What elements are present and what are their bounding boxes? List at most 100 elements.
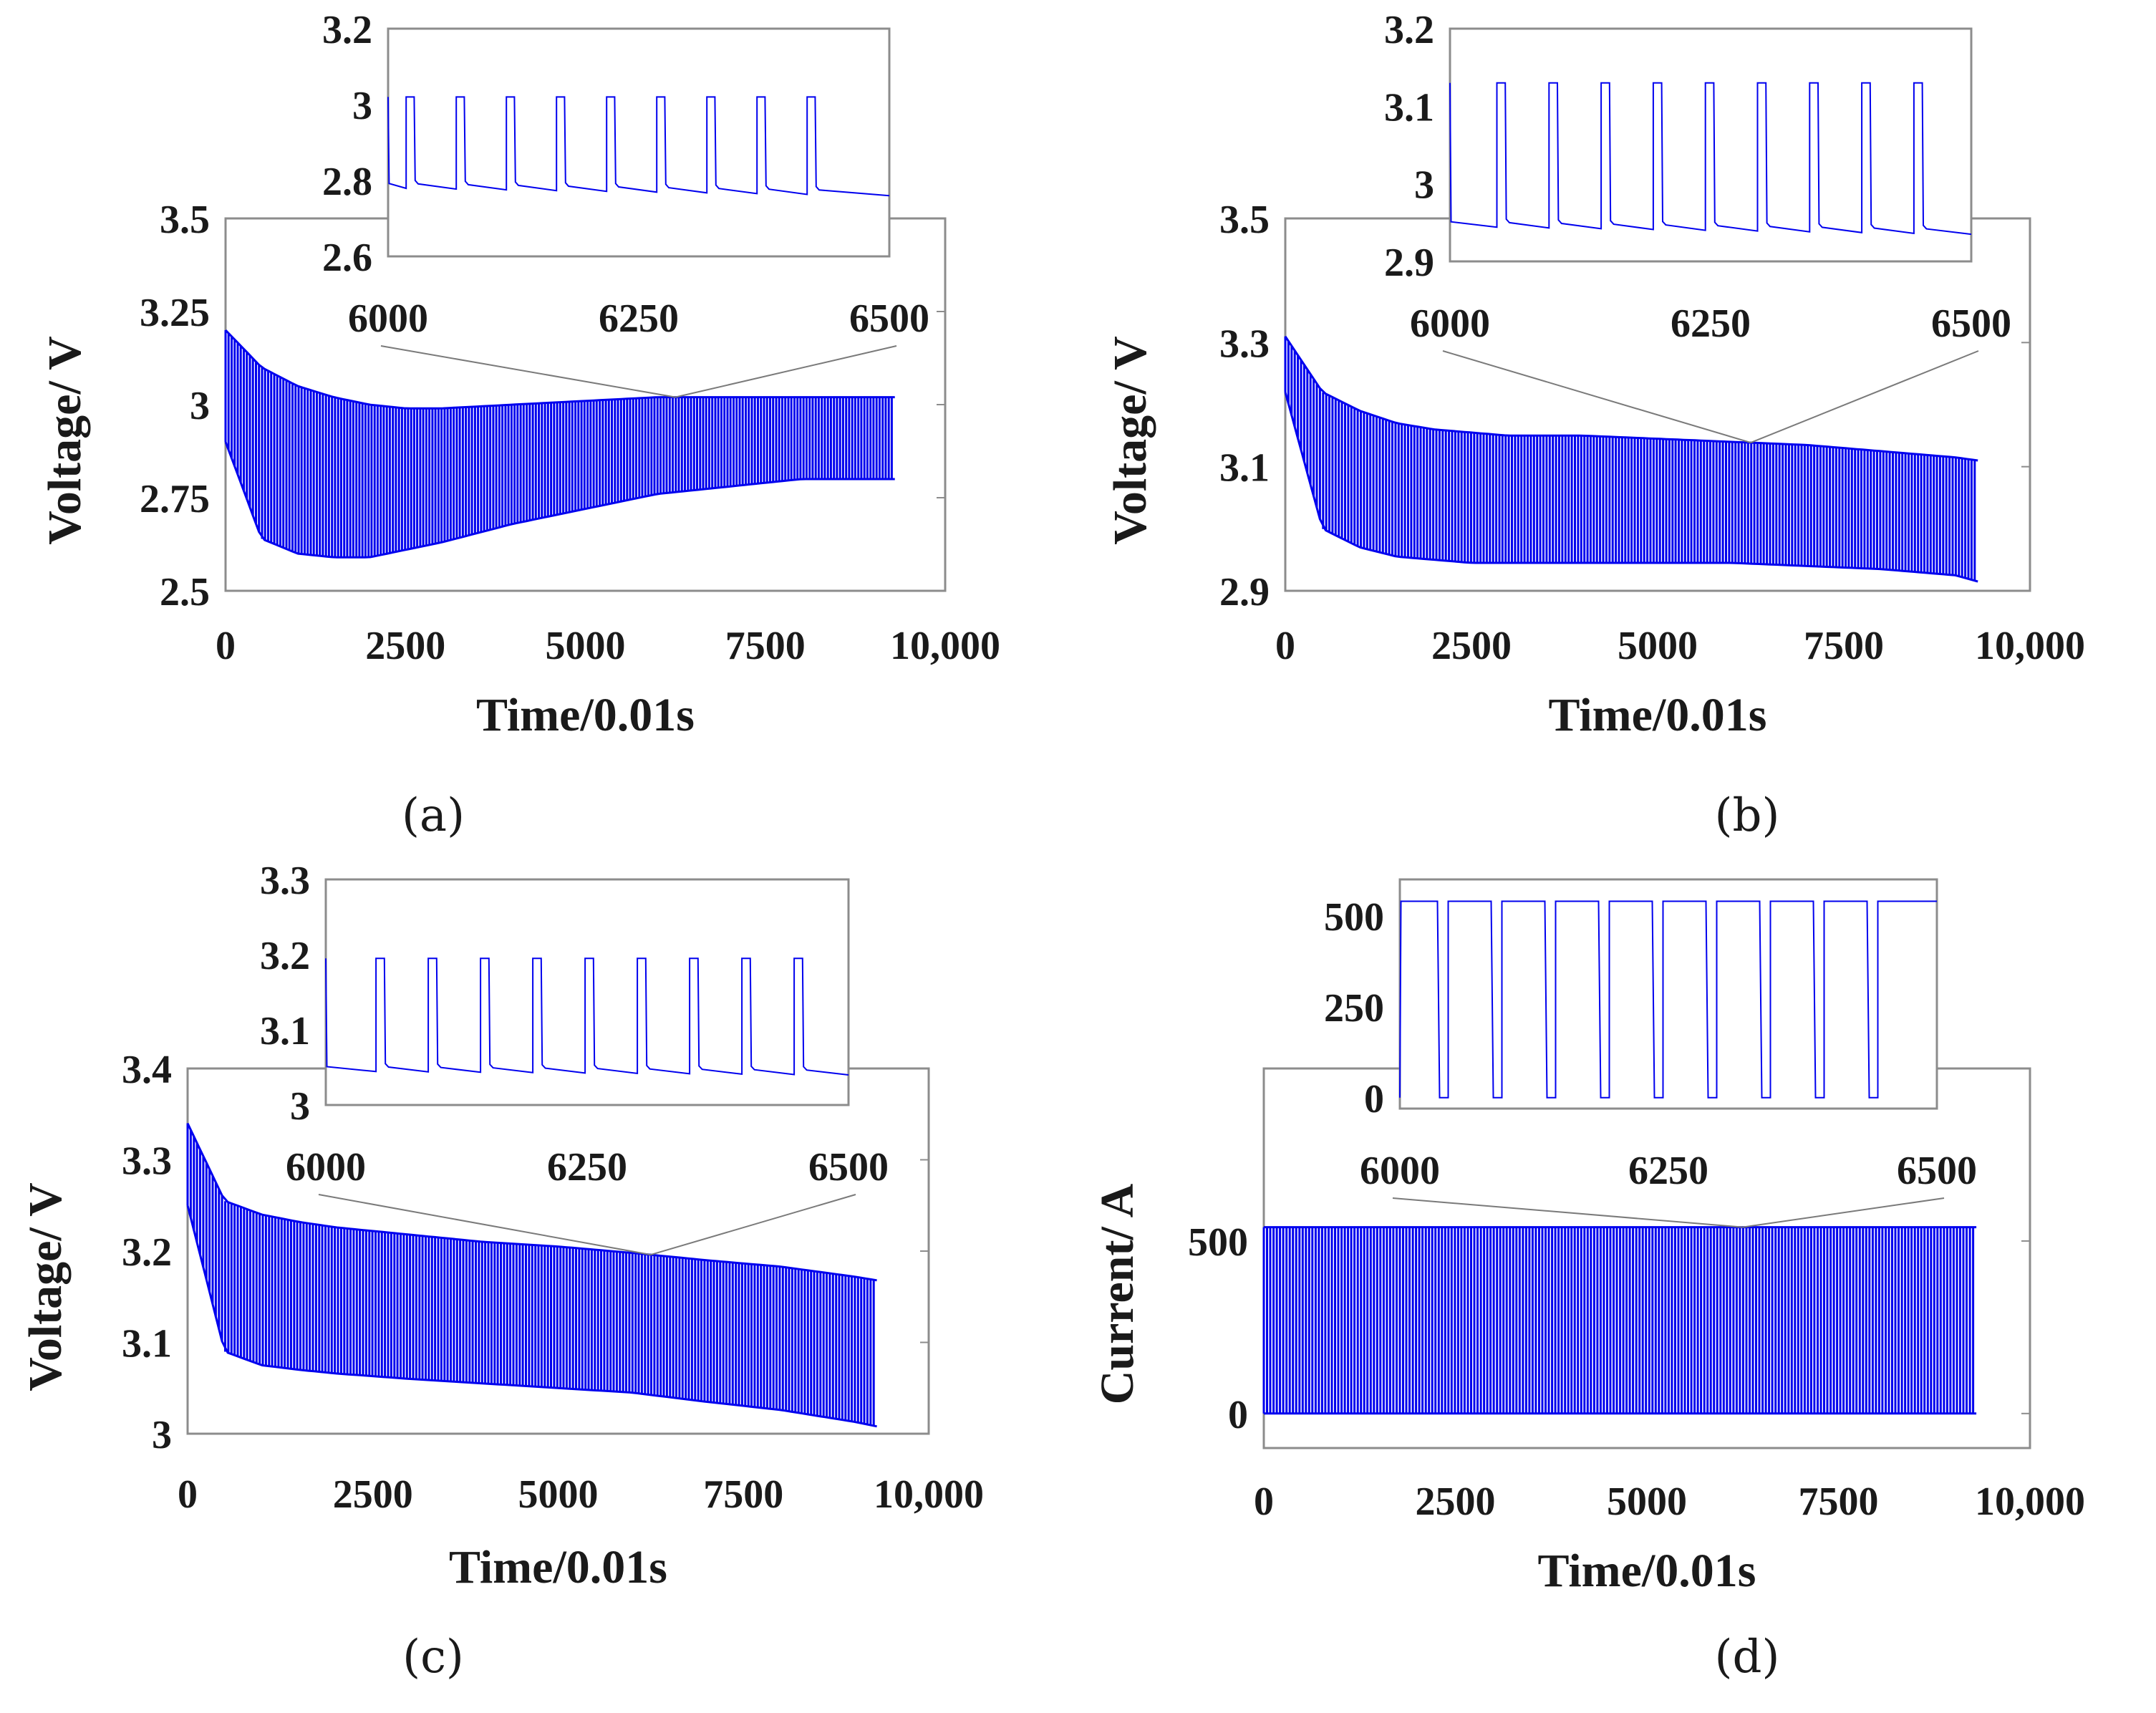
- x-tick-label: 7500: [703, 1472, 783, 1517]
- series-pulses: [224, 330, 893, 558]
- y-tick-label: 3: [190, 384, 210, 428]
- x-tick-label: 7500: [1804, 624, 1884, 668]
- x-tick-label: 10,000: [1975, 1480, 2085, 1524]
- x-tick-label: 0: [178, 1472, 198, 1517]
- x-axis-label: Time/0.01s: [1538, 1545, 1756, 1597]
- x-tick-label: 10,000: [1975, 624, 2085, 668]
- x-tick-label: 7500: [725, 624, 806, 668]
- x-tick-label: 2500: [1431, 624, 1512, 668]
- inset-y-tick-label: 3.2: [322, 8, 372, 52]
- y-tick-label: 3.4: [122, 1048, 172, 1092]
- y-tick-label: 3.5: [1219, 198, 1270, 242]
- x-axis-label: Time/0.01s: [1549, 689, 1767, 741]
- inset-y-tick-label: 2.8: [322, 160, 372, 204]
- y-tick-label: 3.1: [1219, 446, 1270, 491]
- inset-frame: [324, 878, 850, 1106]
- inset-y-tick-label: 0: [1364, 1077, 1384, 1121]
- y-axis-label: Voltage/ V: [19, 1182, 72, 1391]
- main-series: [224, 329, 895, 559]
- inset-x-tick-label: 6000: [1360, 1149, 1440, 1193]
- inset-y-tick-label: 250: [1324, 986, 1384, 1031]
- zoom-leader-right: [650, 1194, 856, 1256]
- inset-x-tick-label: 6250: [1628, 1149, 1708, 1193]
- inset-plot: 2.9 3 3.1 3.2 6000 6250 6500: [1384, 8, 2011, 444]
- x-tick-label: 5000: [1607, 1480, 1687, 1524]
- series-pulses: [186, 1123, 875, 1426]
- series-lower-envelope: [1284, 392, 1978, 583]
- series-pulses: [1284, 336, 1976, 581]
- zoom-leader-left: [318, 1194, 652, 1256]
- main-series: [1262, 1226, 1977, 1415]
- y-tick-label: 500: [1188, 1220, 1248, 1265]
- inset-plot: 2.6 2.8 3 3.2 6000 6250 6500: [322, 8, 929, 398]
- inset-plot: 3 3.1 3.2 3.3 6000 6250 6500: [260, 859, 889, 1256]
- x-tick-label: 10,000: [874, 1472, 984, 1517]
- y-tick-label: 3.5: [160, 198, 210, 242]
- series-upper-envelope: [1284, 335, 1978, 462]
- y-tick-label: 3.3: [122, 1139, 172, 1184]
- zoom-leader-right: [1742, 1197, 1945, 1228]
- panel-caption: (a): [402, 789, 465, 842]
- x-tick-label: 5000: [1618, 624, 1698, 668]
- inset-plot: 0 250 500 6000 6250 6500: [1324, 878, 1977, 1228]
- zoom-leader-left: [1392, 1197, 1743, 1228]
- panel-1: 2.5 2.75 3 3.25 3.5 0 2500 5000 7500 10,000 Time/0…: [39, 8, 1000, 842]
- inset-x-tick-label: 6250: [599, 296, 679, 341]
- y-axis-label: Current/ A: [1091, 1183, 1144, 1404]
- series-pulses: [1262, 1227, 1975, 1414]
- x-tick-label: 10,000: [890, 624, 1000, 668]
- y-tick-label: 3: [152, 1413, 172, 1457]
- inset-x-tick-label: 6250: [547, 1145, 627, 1190]
- inset-x-tick-label: 6000: [1410, 301, 1490, 346]
- panel-2: 2.9 3.1 3.3 3.5 0 2500 5000 7500 10,000 Time/0.01…: [1104, 8, 2085, 842]
- main-series: [186, 1122, 877, 1428]
- inset-y-tick-label: 3.1: [260, 1009, 310, 1053]
- inset-x-tick-label: 6500: [849, 296, 929, 341]
- series-upper-envelope: [186, 1122, 877, 1282]
- inset-y-tick-label: 2.6: [322, 236, 372, 280]
- inset-y-tick-label: 3: [1414, 163, 1434, 208]
- y-tick-label: 3.2: [122, 1230, 172, 1275]
- y-axis-label: Voltage/ V: [1104, 336, 1156, 545]
- inset-y-tick-label: 3: [352, 84, 372, 128]
- inset-y-tick-label: 3: [290, 1084, 310, 1129]
- x-tick-label: 2500: [1416, 1480, 1496, 1524]
- y-axis-label: Voltage/ V: [39, 336, 91, 545]
- series-lower-envelope: [224, 441, 895, 559]
- panel-caption: (b): [1715, 789, 1780, 842]
- series-upper-envelope: [224, 329, 895, 410]
- inset-y-tick-label: 500: [1324, 895, 1384, 940]
- inset-series: [1399, 900, 1937, 1099]
- x-tick-label: 2500: [365, 624, 445, 668]
- zoom-leader-left: [380, 345, 676, 398]
- panel-caption: (d): [1715, 1631, 1780, 1684]
- x-tick-label: 7500: [1799, 1480, 1879, 1524]
- y-tick-label: 2.9: [1219, 570, 1270, 614]
- inset-x-tick-label: 6500: [808, 1145, 889, 1190]
- inset-series: [387, 96, 890, 197]
- x-tick-label: 0: [1254, 1480, 1274, 1524]
- x-axis-label: Time/0.01s: [449, 1541, 667, 1593]
- y-tick-label: 0: [1228, 1393, 1248, 1437]
- x-tick-label: 0: [216, 624, 236, 668]
- zoom-leader-left: [1442, 350, 1751, 444]
- x-tick-label: 5000: [546, 624, 626, 668]
- x-axis-label: Time/0.01s: [476, 689, 695, 741]
- inset-y-tick-label: 3.3: [260, 859, 310, 903]
- inset-y-tick-label: 3.2: [1384, 8, 1434, 52]
- inset-frame: [387, 27, 891, 258]
- panel-caption: (c): [402, 1631, 464, 1684]
- inset-x-tick-label: 6000: [286, 1145, 366, 1190]
- inset-x-tick-label: 6500: [1931, 301, 2011, 346]
- x-tick-label: 0: [1275, 624, 1295, 668]
- y-tick-label: 2.5: [160, 570, 210, 614]
- x-tick-label: 2500: [333, 1472, 413, 1517]
- zoom-leader-right: [675, 345, 897, 398]
- inset-frame: [1449, 27, 1973, 263]
- inset-x-tick-label: 6500: [1897, 1149, 1977, 1193]
- y-tick-label: 3.25: [140, 291, 210, 335]
- inset-series: [325, 957, 849, 1076]
- inset-y-tick-label: 3.1: [1384, 85, 1434, 130]
